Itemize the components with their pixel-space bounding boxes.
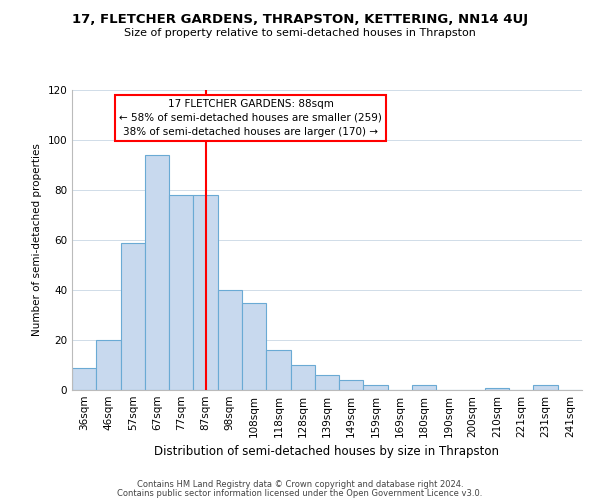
Bar <box>339 380 364 390</box>
Bar <box>364 385 388 390</box>
Bar <box>72 368 96 390</box>
X-axis label: Distribution of semi-detached houses by size in Thrapston: Distribution of semi-detached houses by … <box>155 446 499 458</box>
Bar <box>218 290 242 390</box>
Bar <box>290 365 315 390</box>
Bar <box>533 385 558 390</box>
Bar <box>169 195 193 390</box>
Bar <box>145 155 169 390</box>
Text: 17, FLETCHER GARDENS, THRAPSTON, KETTERING, NN14 4UJ: 17, FLETCHER GARDENS, THRAPSTON, KETTERI… <box>72 12 528 26</box>
Text: Contains public sector information licensed under the Open Government Licence v3: Contains public sector information licen… <box>118 489 482 498</box>
Bar <box>485 388 509 390</box>
Bar <box>242 302 266 390</box>
Bar <box>193 195 218 390</box>
Bar <box>412 385 436 390</box>
Text: Size of property relative to semi-detached houses in Thrapston: Size of property relative to semi-detach… <box>124 28 476 38</box>
Bar <box>121 242 145 390</box>
Text: 17 FLETCHER GARDENS: 88sqm
← 58% of semi-detached houses are smaller (259)
38% o: 17 FLETCHER GARDENS: 88sqm ← 58% of semi… <box>119 99 382 137</box>
Bar <box>266 350 290 390</box>
Bar <box>96 340 121 390</box>
Bar <box>315 375 339 390</box>
Y-axis label: Number of semi-detached properties: Number of semi-detached properties <box>32 144 42 336</box>
Text: Contains HM Land Registry data © Crown copyright and database right 2024.: Contains HM Land Registry data © Crown c… <box>137 480 463 489</box>
